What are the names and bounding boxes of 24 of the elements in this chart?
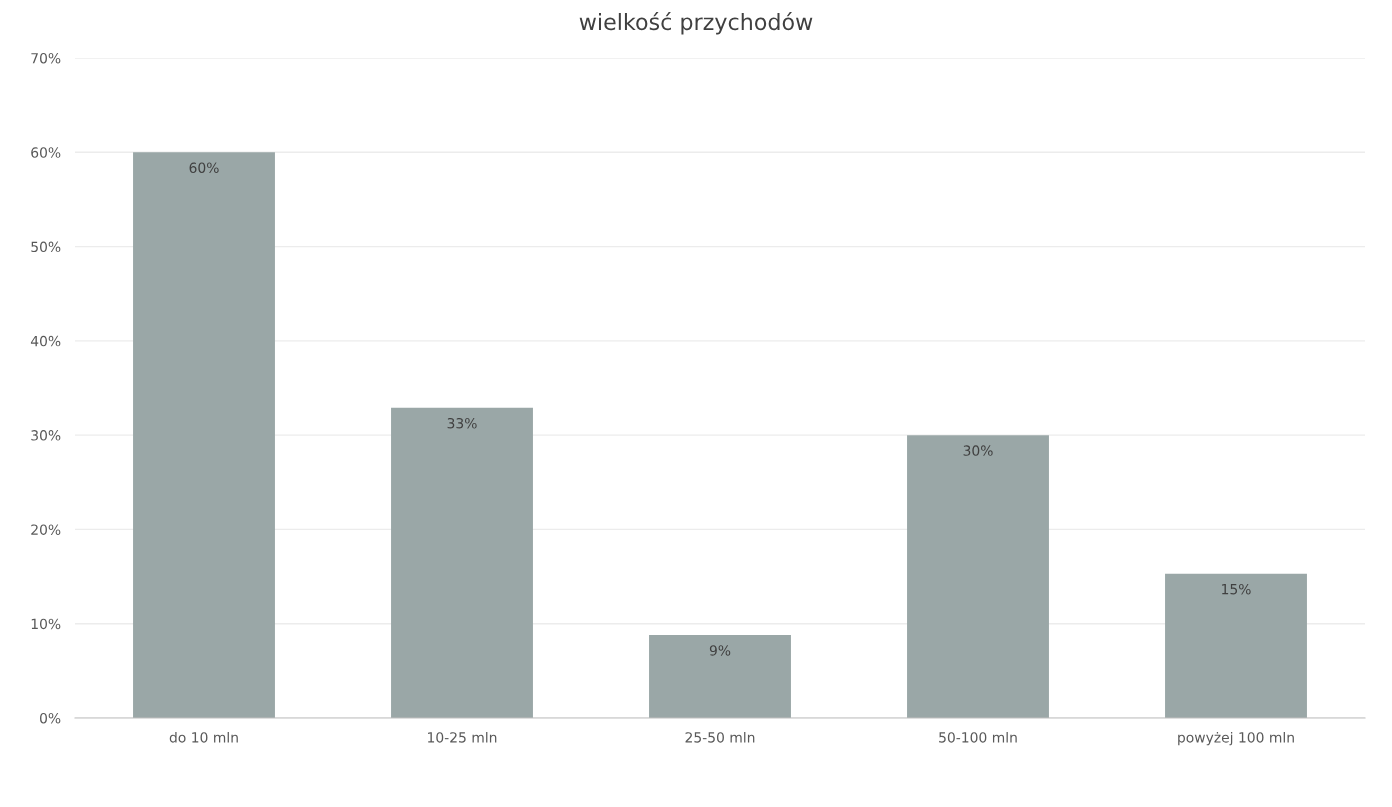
x-tick-label: 50-100 mln xyxy=(939,731,1017,743)
y-tick-label: 20% xyxy=(31,524,61,535)
y-tick-label: 30% xyxy=(31,430,61,441)
x-tick-label: 10-25 mln xyxy=(428,731,497,743)
bar xyxy=(907,435,1049,718)
chart-title: wielkość przychodów xyxy=(579,12,813,35)
y-tick-label: 50% xyxy=(31,241,61,253)
x-tick-label: powyżej 100 mln xyxy=(1178,731,1294,746)
y-tick-label: 10% xyxy=(31,618,61,630)
x-tick-label: do 10 mln xyxy=(169,731,238,743)
y-tick-label: 0% xyxy=(39,712,61,724)
data-label: 60% xyxy=(189,162,219,173)
x-tick-label: 25-50 mln xyxy=(685,731,755,743)
data-label: 15% xyxy=(1222,583,1251,595)
bar xyxy=(391,407,533,718)
bar xyxy=(133,152,275,718)
bar xyxy=(1165,573,1307,718)
data-label: 33% xyxy=(447,417,477,429)
y-tick-label: 70% xyxy=(31,52,61,64)
data-label: 30% xyxy=(963,445,993,456)
bar xyxy=(649,635,791,718)
y-tick-label: 60% xyxy=(31,147,61,158)
data-label: 9% xyxy=(709,645,731,656)
y-tick-label: 40% xyxy=(30,335,61,347)
